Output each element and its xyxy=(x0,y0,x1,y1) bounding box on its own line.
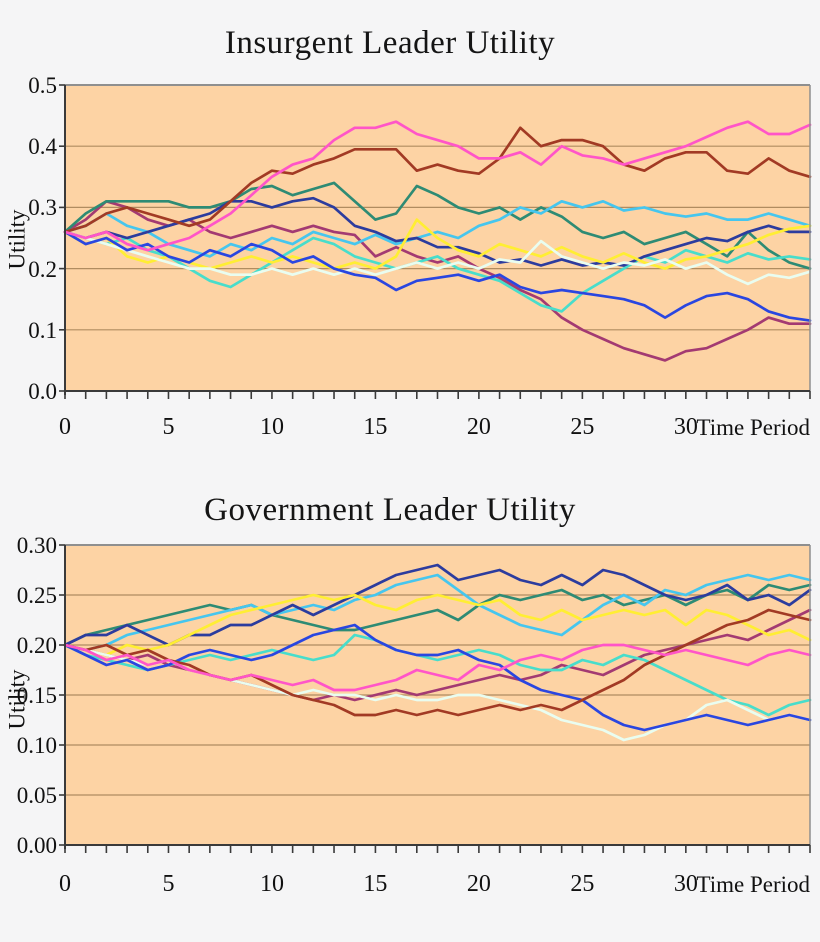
x-tick-label: 0 xyxy=(59,871,71,897)
series-line-magenta xyxy=(63,120,812,252)
x-tick-label: 0 xyxy=(59,414,71,440)
plot-area-government xyxy=(59,544,812,853)
x-tick-label: 5 xyxy=(162,414,175,440)
series-line-turquoise xyxy=(63,633,812,717)
y-tick-label: 0.20 xyxy=(16,633,57,658)
x-tick-label: 25 xyxy=(570,414,595,440)
series-line-cyan xyxy=(63,199,812,258)
y-tick-label: 0.3 xyxy=(28,195,57,221)
y-tick-label: 0.10 xyxy=(16,733,57,758)
series-line-yellow xyxy=(63,593,812,657)
x-tick-label: 20 xyxy=(466,414,491,440)
x-tick-label: 30 xyxy=(673,871,698,897)
series-line-dark-red xyxy=(63,126,812,234)
series-line-teal xyxy=(63,583,812,647)
x-tick-label: 10 xyxy=(259,871,284,897)
x-axis-title: Time Period xyxy=(696,872,810,897)
y-tick-label: 0.0 xyxy=(28,379,57,404)
series-line-blue xyxy=(63,230,812,322)
series-line-dark-red xyxy=(63,608,812,717)
series-line-pale-cyan xyxy=(63,230,812,286)
chart-title-government: Government Leader Utility xyxy=(204,492,576,528)
x-axis-title: Time Period xyxy=(696,415,810,440)
y-tick-label: 0.30 xyxy=(16,533,57,558)
y-axis-title: Utility xyxy=(4,209,30,270)
series-line-blue xyxy=(63,623,812,732)
x-tick-label: 15 xyxy=(363,414,388,440)
series-line-magenta xyxy=(63,643,812,692)
x-tick-label: 20 xyxy=(466,871,491,897)
y-tick-label: 0.5 xyxy=(28,73,57,98)
series-line-navy xyxy=(63,196,812,267)
government-utility-chart: Government Leader Utility 0.30 0.25 0.20 0.… xyxy=(0,460,820,942)
chart-title-insurgent: Insurgent Leader Utility xyxy=(224,25,556,61)
x-tick-label: 25 xyxy=(570,871,595,897)
insurgent-utility-chart: Insurgent Leader Utility 0.5 0.4 0.3 0.2 0.1… xyxy=(0,0,820,460)
y-tick-label: 0.00 xyxy=(16,833,57,858)
x-tick-label: 15 xyxy=(363,871,388,897)
series-line-teal xyxy=(63,181,812,270)
x-tick-label: 30 xyxy=(673,414,698,440)
y-tick-label: 0.05 xyxy=(16,783,57,808)
y-tick-label: 0.15 xyxy=(16,683,57,708)
y-tick-label: 0.2 xyxy=(28,256,57,282)
y-axis-title: Utility xyxy=(4,669,30,730)
y-tick-label: 0.25 xyxy=(16,583,57,608)
y-tick-label: 0.4 xyxy=(28,134,57,160)
x-tick-label: 5 xyxy=(162,871,175,897)
x-tick-label: 10 xyxy=(259,414,284,440)
y-tick-label: 0.1 xyxy=(28,317,57,343)
plot-area-insurgent xyxy=(59,84,812,399)
series-line-cyan xyxy=(63,573,812,652)
